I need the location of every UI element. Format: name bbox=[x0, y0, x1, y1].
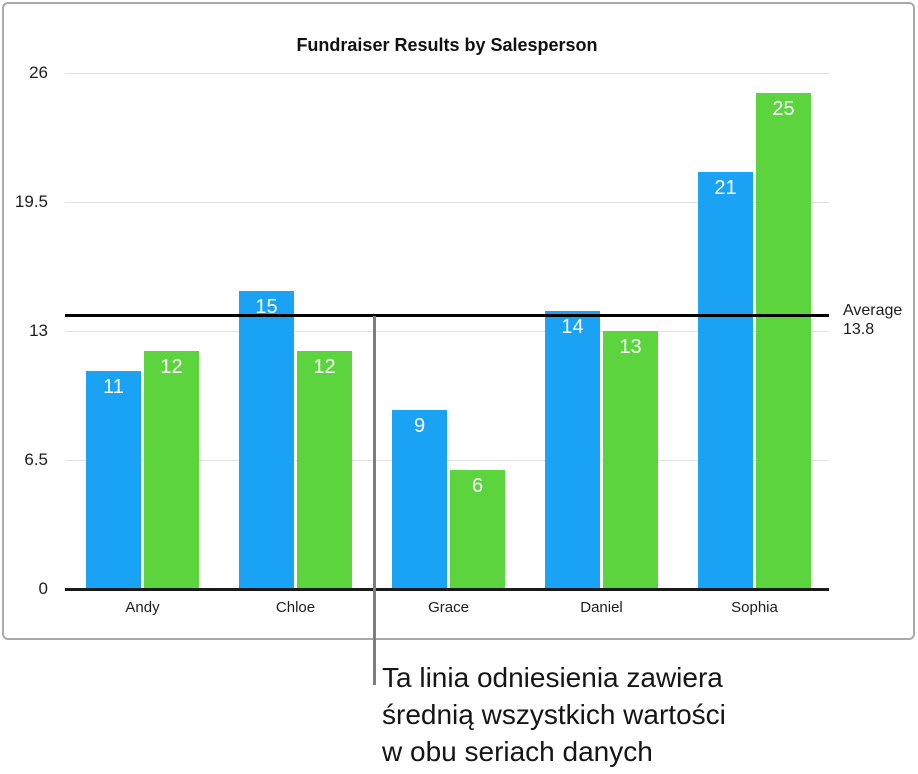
callout-text-line-3: w obu seriach danych bbox=[382, 736, 653, 767]
chart-panel bbox=[2, 2, 915, 640]
callout-text-line-2: średnią wszystkich wartości bbox=[382, 699, 726, 730]
callout-connector-line bbox=[373, 316, 376, 685]
reference-line-label: Average 13.8 bbox=[843, 301, 902, 339]
callout-text-line-1: Ta linia odniesienia zawiera bbox=[382, 662, 723, 693]
callout-text: Ta linia odniesienia zawiera średnią wsz… bbox=[382, 659, 726, 770]
reference-line-value: 13.8 bbox=[843, 321, 875, 338]
reference-line-label-text: Average bbox=[843, 302, 903, 319]
chart-title: Fundraiser Results by Salesperson bbox=[296, 35, 598, 55]
